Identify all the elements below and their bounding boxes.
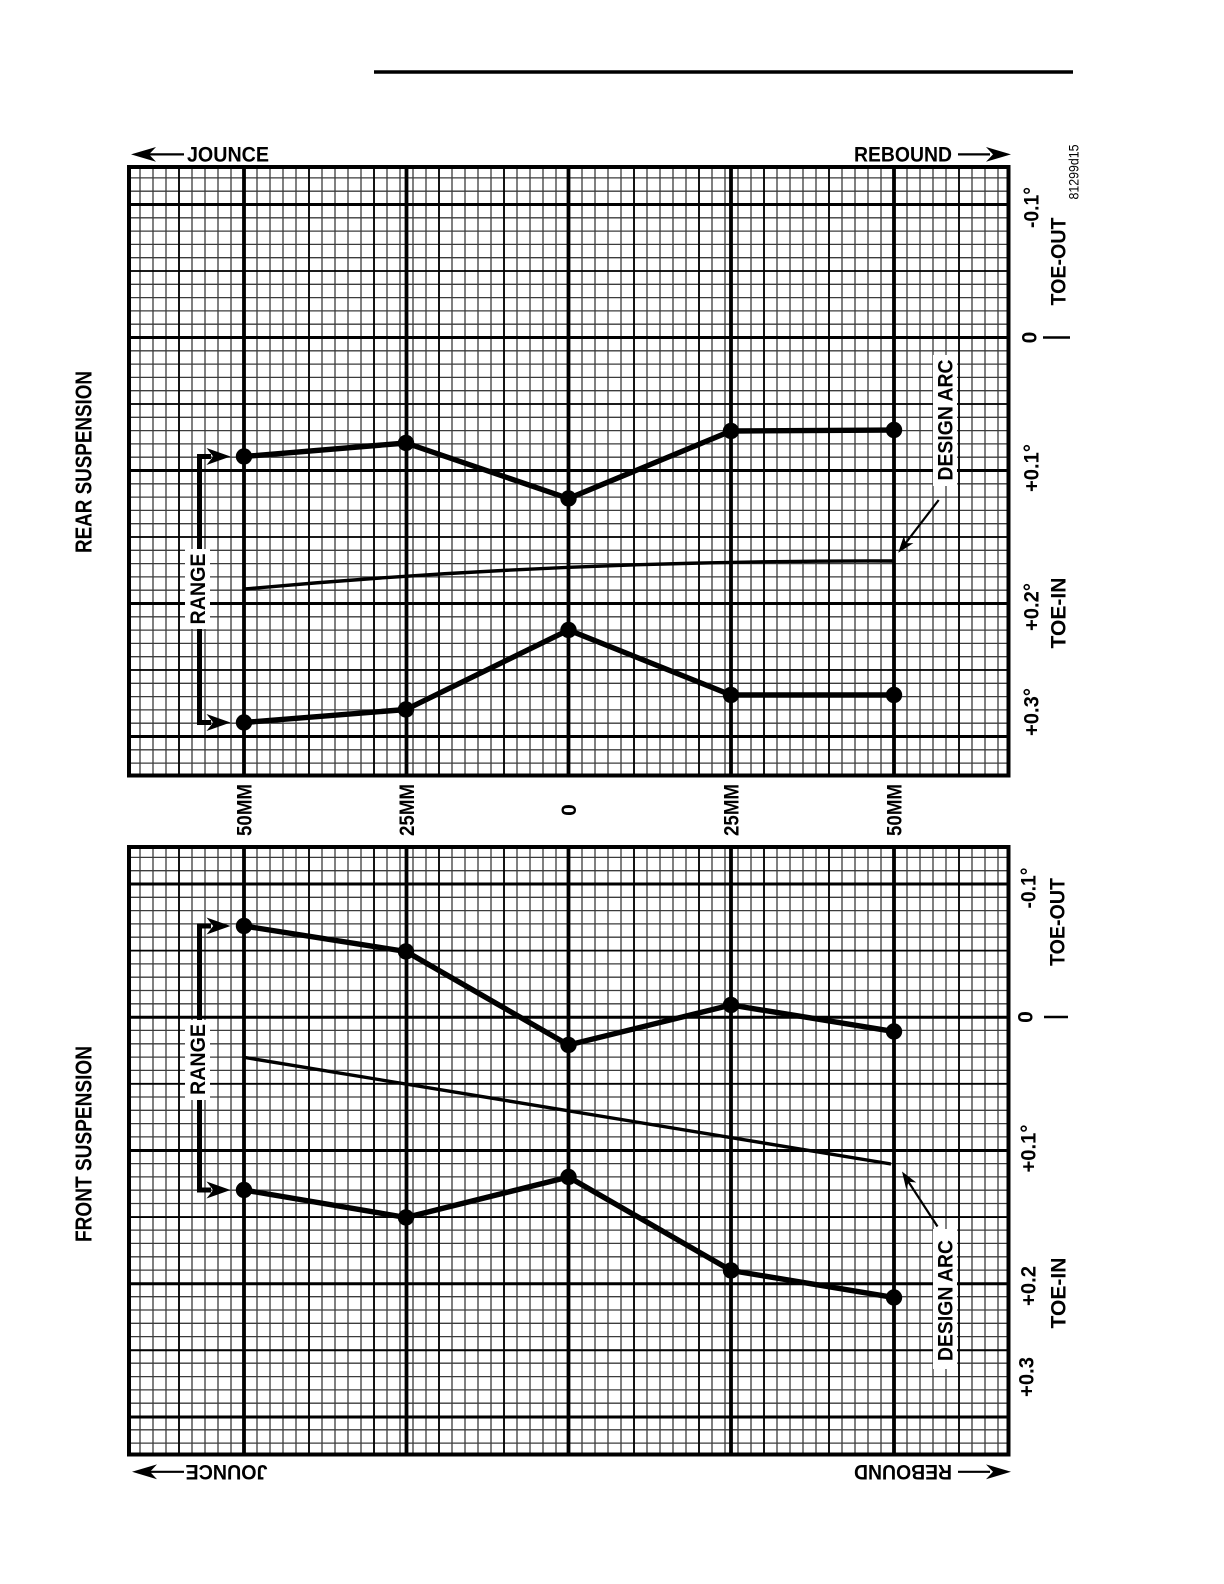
svg-text:JOUNCE: JOUNCE: [187, 143, 269, 166]
svg-text:50MM: 50MM: [234, 784, 257, 836]
svg-text:TOE-OUT: TOE-OUT: [1048, 217, 1071, 305]
svg-text:50MM: 50MM: [884, 784, 907, 836]
svg-text:TOE-IN: TOE-IN: [1048, 578, 1071, 649]
svg-text:-0.1°: -0.1°: [1021, 187, 1044, 228]
svg-text:25MM: 25MM: [721, 784, 744, 836]
svg-text:0: 0: [558, 804, 581, 816]
svg-text:0: 0: [1019, 332, 1042, 344]
svg-text:TOE-IN: TOE-IN: [1048, 1258, 1071, 1329]
svg-text:+0.1°: +0.1°: [1018, 1125, 1041, 1173]
svg-text:REBOUND: REBOUND: [854, 1460, 952, 1483]
svg-text:RANGE: RANGE: [187, 1024, 210, 1095]
svg-text:JOUNCE: JOUNCE: [186, 1460, 268, 1483]
svg-text:+0.2°: +0.2°: [1021, 583, 1044, 631]
svg-text:REAR SUSPENSION: REAR SUSPENSION: [71, 371, 97, 553]
svg-text:REBOUND: REBOUND: [854, 143, 952, 166]
svg-text:+0.1°: +0.1°: [1021, 444, 1044, 492]
svg-text:81299d15: 81299d15: [1066, 144, 1082, 199]
svg-text:0: 0: [1015, 1011, 1038, 1023]
svg-text:+0.3: +0.3: [1016, 1357, 1039, 1397]
svg-text:FRONT SUSPENSION: FRONT SUSPENSION: [71, 1046, 97, 1242]
svg-text:DESIGN ARC: DESIGN ARC: [935, 1240, 958, 1361]
svg-text:-0.1°: -0.1°: [1018, 868, 1041, 909]
svg-text:TOE-OUT: TOE-OUT: [1047, 878, 1070, 966]
svg-text:DESIGN ARC: DESIGN ARC: [935, 360, 958, 481]
svg-text:+0.2: +0.2: [1018, 1266, 1041, 1306]
svg-text:25MM: 25MM: [396, 784, 419, 836]
svg-text:RANGE: RANGE: [187, 554, 210, 625]
svg-text:+0.3°: +0.3°: [1021, 688, 1044, 736]
